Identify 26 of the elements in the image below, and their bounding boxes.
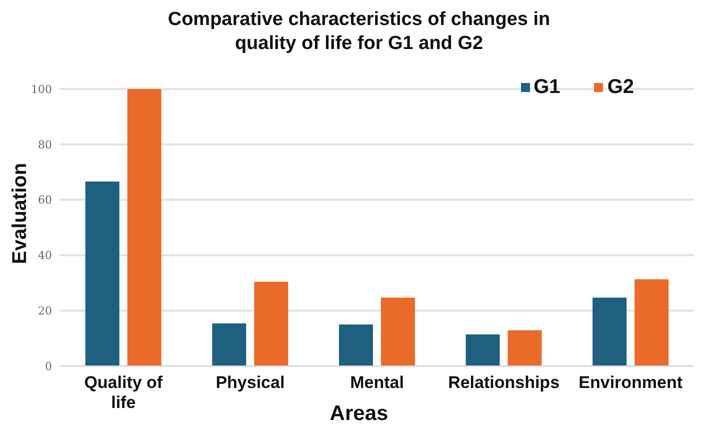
y-tick-label: 80 [38,138,52,152]
bar [85,182,120,366]
y-tick-label: 100 [31,82,52,96]
bar [212,323,246,366]
y-tick-label: 20 [38,304,52,318]
y-tick-label: 60 [38,194,52,207]
bar [127,89,162,366]
x-tick-label: Mental [350,373,404,392]
bar [508,330,542,366]
y-axis-title: Evaluation [10,162,32,264]
x-tick-label: Quality of life [84,373,163,412]
bar [254,282,288,366]
x-tick-label: Environment [578,373,683,392]
x-tick-label: Relationships [448,373,560,392]
bar [634,279,669,366]
chart-title: Comparative characteristics of changes in quality of life for G1 and G2 [166,8,552,56]
bar [380,298,415,366]
bar [466,334,500,366]
bar [592,298,627,366]
y-tick-label: 0 [45,360,52,373]
x-axis-title: Areas [330,402,388,425]
legend-label: G2 [607,76,634,98]
x-tick-label: Physical [216,373,285,392]
legend-label: G1 [534,76,560,98]
y-tick-label: 40 [38,249,52,262]
bar [338,324,373,366]
